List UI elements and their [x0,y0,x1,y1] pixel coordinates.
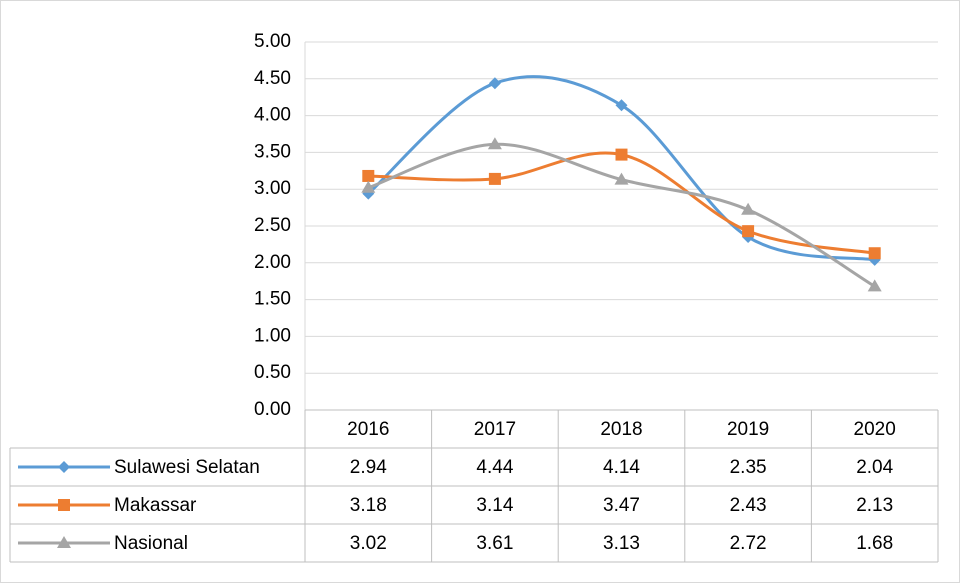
x-tick-label: 2020 [854,419,896,440]
legend-marker [58,461,70,473]
y-tick-label: 3.50 [254,141,291,162]
marker [868,247,881,260]
marker [487,137,502,150]
table-value: 2.04 [856,457,893,478]
marker [742,225,755,238]
table-value: 2.13 [856,495,893,516]
marker [488,172,501,185]
y-tick-label: 4.50 [254,68,291,89]
marker [362,169,375,182]
table-value: 1.68 [856,533,893,554]
table-value: 3.02 [350,533,387,554]
marker [488,77,501,90]
table-value: 2.94 [350,457,387,478]
y-tick-label: 3.00 [254,178,291,199]
table-value: 3.61 [476,533,513,554]
table-value: 3.14 [476,495,513,516]
table-value: 4.14 [603,457,640,478]
table-value: 4.44 [476,457,513,478]
marker [615,99,628,112]
table-value: 2.43 [730,495,767,516]
y-tick-label: 1.00 [254,325,291,346]
y-tick-label: 5.00 [254,31,291,52]
x-tick-label: 2018 [600,419,642,440]
marker [867,279,882,292]
table-value: 3.47 [603,495,640,516]
y-tick-label: 2.50 [254,215,291,236]
table-value: 2.72 [730,533,767,554]
x-tick-label: 2017 [474,419,516,440]
x-tick-label: 2019 [727,419,769,440]
marker [868,253,881,266]
marker [741,202,756,215]
y-tick-label: 4.00 [254,105,291,126]
x-tick-label: 2016 [347,419,389,440]
table-value: 3.13 [603,533,640,554]
legend-label: Sulawesi Selatan [114,457,260,478]
legend-label: Makassar [114,495,197,516]
legend-marker [58,499,70,511]
marker [615,148,628,161]
table-value: 2.35 [730,457,767,478]
y-tick-label: 2.00 [254,252,291,273]
marker [361,180,376,193]
y-tick-label: 1.50 [254,289,291,310]
legend-label: Nasional [114,533,188,554]
marker [614,172,629,185]
table-value: 3.18 [350,495,387,516]
y-tick-label: 0.00 [254,399,291,420]
y-tick-label: 0.50 [254,362,291,383]
legend-marker [57,536,71,548]
